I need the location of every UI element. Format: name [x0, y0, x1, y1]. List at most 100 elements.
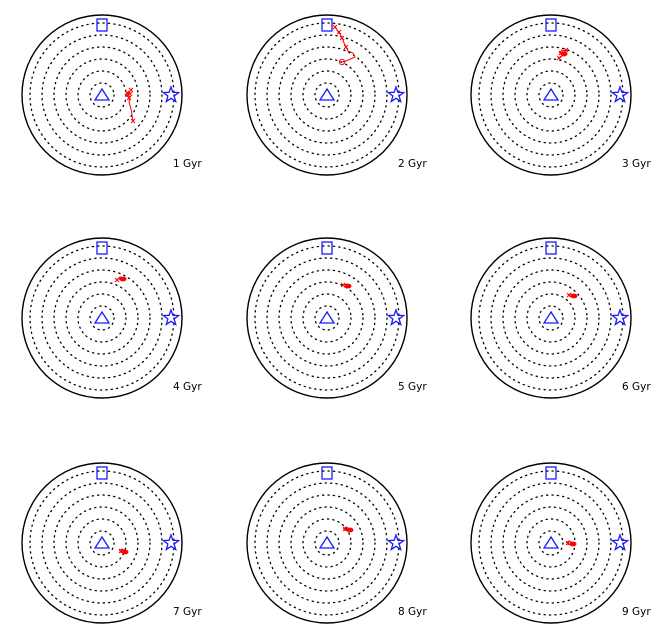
track [565, 540, 577, 547]
outer-circle [246, 14, 408, 176]
dotted-ring-3 [65, 506, 139, 580]
track-point [343, 44, 349, 50]
square-marker [321, 466, 333, 480]
dotted-ring-4 [502, 269, 600, 367]
square-marker [321, 18, 333, 32]
track [332, 24, 356, 66]
track [342, 526, 354, 533]
dotted-ring-1 [89, 530, 115, 556]
star-marker [161, 308, 181, 327]
dotted-ring-1 [538, 305, 564, 331]
dotted-ring-5 [266, 34, 388, 156]
track-point [556, 55, 562, 61]
outer-circle [246, 462, 408, 624]
dotted-ring-6 [29, 22, 175, 168]
dotted-ring-5 [41, 257, 163, 379]
track-clump [560, 51, 568, 57]
track-clump [119, 276, 127, 282]
triangle-marker [93, 87, 111, 101]
track-point [332, 24, 338, 30]
panel-7: 7 Gyr [21, 462, 202, 624]
dotted-ring-1 [314, 305, 340, 331]
dotted-ring-1 [314, 82, 340, 108]
track-clump [570, 293, 578, 299]
track-point [124, 90, 130, 96]
track-end-circle [338, 58, 346, 66]
panel-grid: 1 Gyr 2 Gyr 3 Gyr 4 Gyr 5 Gyr 6 Gyr 7 Gyr 8 Gyr… [21, 14, 651, 624]
outer-circle [21, 462, 183, 624]
track-point [565, 540, 571, 546]
track-point [339, 35, 345, 41]
dotted-ring-2 [302, 70, 352, 120]
dotted-ring-2 [302, 293, 352, 343]
track-clump [569, 541, 577, 547]
panel-1: 1 Gyr [21, 14, 202, 176]
panel-label: 1 Gyr [173, 158, 202, 170]
dotted-ring-3 [290, 506, 364, 580]
panel-label: 5 Gyr [398, 381, 427, 393]
dotted-ring-3 [290, 58, 364, 132]
dotted-ring-5 [41, 34, 163, 156]
dotted-ring-5 [490, 482, 612, 604]
dotted-ring-6 [29, 245, 175, 391]
track-point [342, 526, 348, 532]
dotted-ring-5 [490, 257, 612, 379]
dotted-ring-6 [478, 470, 624, 616]
track-point [336, 29, 342, 35]
square-marker [96, 241, 108, 255]
dotted-ring-4 [278, 46, 376, 144]
dotted-ring-1 [89, 82, 115, 108]
track [566, 292, 578, 299]
dotted-ring-1 [89, 305, 115, 331]
square-marker [545, 241, 557, 255]
triangle-marker [93, 535, 111, 549]
dotted-ring-6 [254, 22, 400, 168]
dotted-ring-4 [502, 494, 600, 592]
track-point [127, 91, 133, 97]
square-marker [545, 18, 557, 32]
dotted-ring-4 [53, 269, 151, 367]
star-marker [161, 533, 181, 552]
outer-circle [21, 237, 183, 399]
panel-9: 9 Gyr [470, 462, 651, 624]
star-marker [610, 85, 630, 104]
dotted-ring-2 [77, 293, 127, 343]
square-marker [96, 466, 108, 480]
star-marker [610, 533, 630, 552]
dotted-ring-3 [514, 506, 588, 580]
track-point [128, 87, 134, 93]
dotted-ring-1 [538, 530, 564, 556]
track [118, 548, 129, 555]
panel-label: 9 Gyr [622, 606, 651, 618]
dotted-ring-6 [29, 470, 175, 616]
dotted-ring-3 [514, 58, 588, 132]
triangle-marker [318, 87, 336, 101]
dotted-ring-4 [53, 46, 151, 144]
dotted-ring-5 [490, 34, 612, 156]
outer-circle [470, 14, 632, 176]
dotted-ring-1 [538, 82, 564, 108]
triangle-marker [318, 310, 336, 324]
dotted-ring-3 [290, 281, 364, 355]
track-point [114, 277, 120, 283]
dotted-ring-5 [266, 482, 388, 604]
outer-circle [246, 237, 408, 399]
panel-4: 4 Gyr [21, 237, 202, 399]
track [556, 47, 569, 61]
triangle-marker [542, 535, 560, 549]
dotted-ring-6 [254, 245, 400, 391]
triangle-marker [542, 87, 560, 101]
dotted-ring-2 [302, 518, 352, 568]
panel-label: 2 Gyr [398, 158, 427, 170]
track-clump [121, 549, 129, 555]
dotted-ring-4 [502, 46, 600, 144]
dotted-ring-6 [478, 245, 624, 391]
dotted-ring-3 [65, 58, 139, 132]
square-marker [545, 466, 557, 480]
track-point [130, 118, 136, 124]
dotted-ring-5 [41, 482, 163, 604]
panel-5: 5 Gyr [246, 237, 427, 399]
square-marker [321, 241, 333, 255]
track [340, 282, 352, 289]
